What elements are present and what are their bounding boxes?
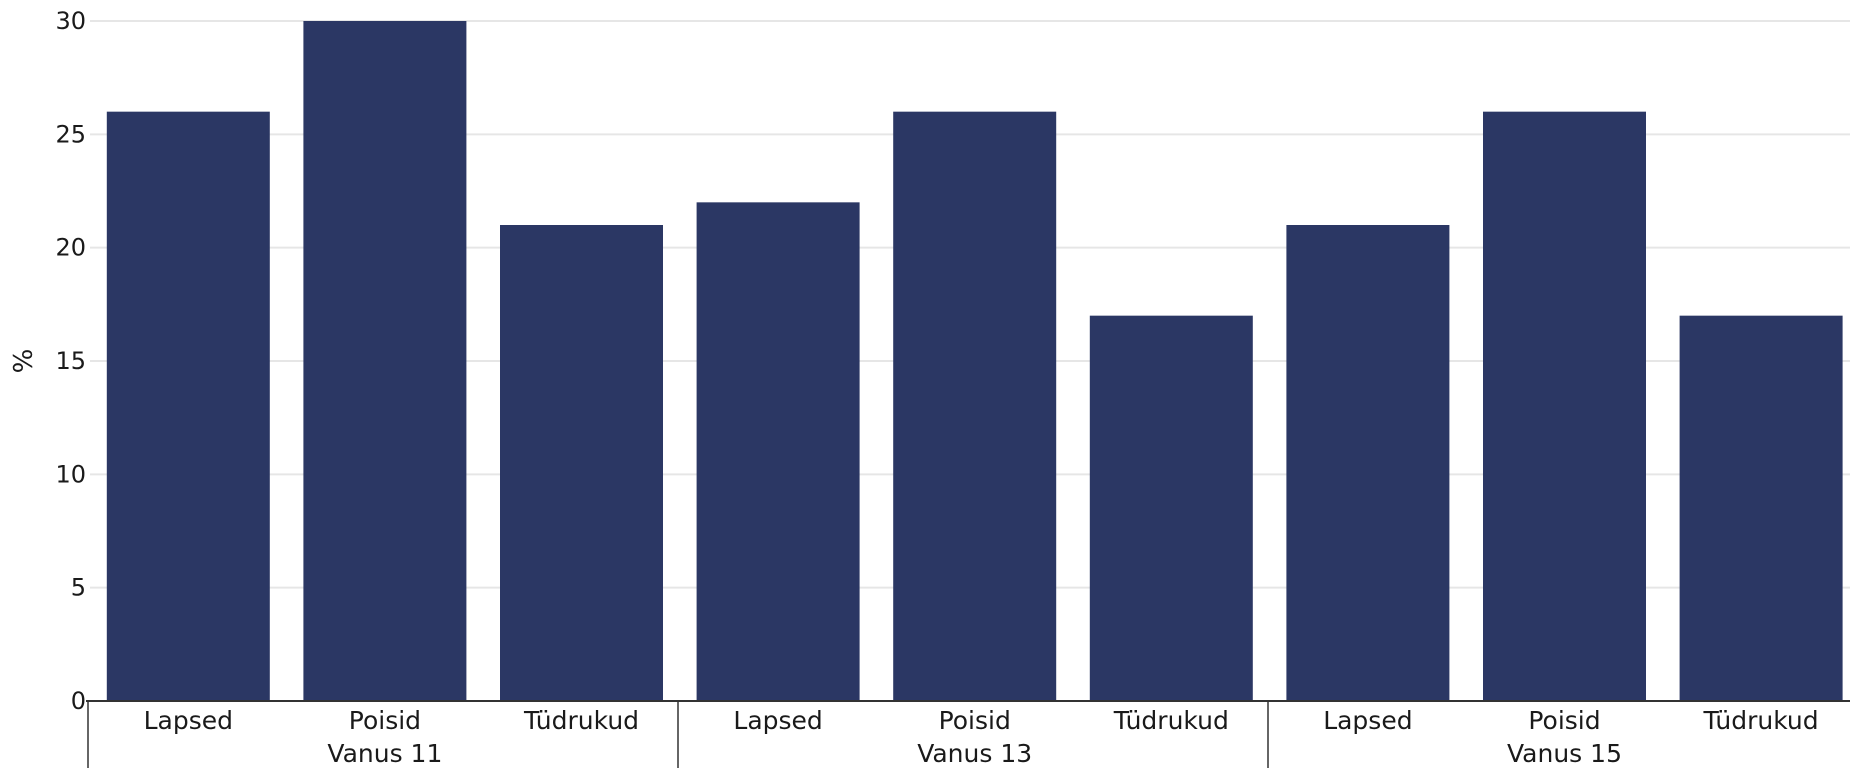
y-tick-label: 10 [55,460,86,488]
bars [106,21,1843,702]
axes [86,700,1850,768]
bar [893,111,1057,701]
bar [1286,225,1450,701]
y-tick-label: 0 [71,687,86,715]
x-category-label: Lapsed [144,706,233,735]
x-category-label: Poisid [939,706,1011,735]
bar [1679,315,1843,701]
x-category-label: Tüdrukud [1703,706,1819,735]
y-tick-label: 5 [71,574,86,602]
labels: 0 5 10 15 20 25 30% Lapsed Poisid Tüdrukud Lapsed P… [9,7,1819,768]
x-category-label: Poisid [349,706,421,735]
x-group-label: Vanus 11 [327,739,442,768]
bar [303,21,467,701]
bar [1483,111,1646,701]
y-tick-label: 20 [55,234,86,262]
x-category-label: Poisid [1528,706,1600,735]
y-tick-label: 25 [55,120,86,148]
bar [696,202,860,702]
x-group-label: Vanus 13 [917,739,1032,768]
x-category-label: Lapsed [733,706,822,735]
y-tick-label: 15 [55,347,86,375]
x-category-label: Tüdrukud [523,706,639,735]
x-category-label: Lapsed [1323,706,1412,735]
y-axis-title: % [9,349,39,374]
bar [1089,315,1253,701]
y-tick-label: 30 [55,7,86,35]
x-category-label: Tüdrukud [1113,706,1229,735]
bar [500,225,663,701]
bar [106,111,270,701]
x-group-label: Vanus 15 [1507,739,1622,768]
